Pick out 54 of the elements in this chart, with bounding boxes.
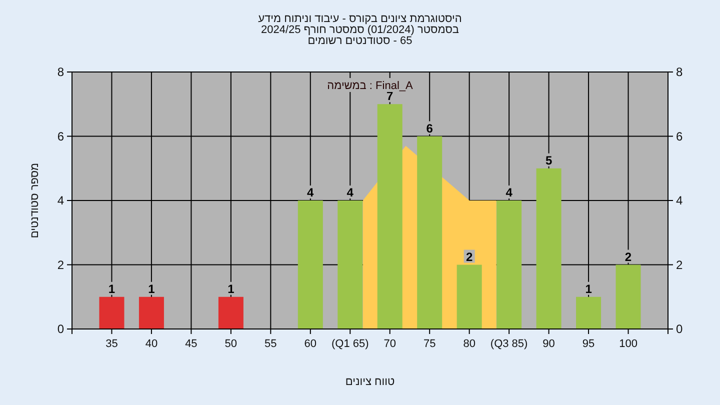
data-label: 2 xyxy=(466,250,473,264)
x-tick-label: 45 xyxy=(185,338,198,350)
data-label: 2 xyxy=(624,250,632,264)
y-tick-label: 8 xyxy=(57,65,64,79)
annotation: במשימה : Final_A xyxy=(327,80,414,92)
x-tick-label: 40 xyxy=(145,338,158,350)
bar xyxy=(298,200,323,329)
data-label: 1 xyxy=(108,282,116,296)
x-tick-label: 100 xyxy=(619,338,638,350)
y2-tick-label: 6 xyxy=(676,129,683,144)
data-label: 1 xyxy=(585,282,592,296)
x-tick-label: (Q1 65) xyxy=(331,338,369,350)
y2-tick-label: 2 xyxy=(676,258,683,272)
text: 65 - סטודנטים רשומים xyxy=(308,35,412,47)
data-label: 4 xyxy=(506,186,513,200)
x-tick-label: 95 xyxy=(582,338,595,350)
bar xyxy=(218,296,244,329)
bar xyxy=(496,200,522,329)
bar xyxy=(338,200,363,329)
bar xyxy=(417,136,442,329)
data-label: 4 xyxy=(307,186,314,200)
y-axis-title: מספר סטודנטים xyxy=(29,162,41,238)
x-tick-label: 50 xyxy=(224,338,238,350)
y2-tick-label: 4 xyxy=(676,194,683,208)
y-tick-label: 0 xyxy=(57,322,64,336)
x-tick-label: 90 xyxy=(542,338,555,350)
y-tick-label: 2 xyxy=(57,258,64,272)
bar xyxy=(536,168,562,329)
bar xyxy=(99,296,124,329)
data-label: 1 xyxy=(228,282,235,296)
data-label: 1 xyxy=(148,282,156,296)
x-axis-title: טווח ציונים xyxy=(345,376,395,388)
text: בסמסטר (01/2024) סמסטר חורף 2024/25 xyxy=(260,24,460,36)
data-label: 6 xyxy=(426,121,434,136)
x-tick-label: 75 xyxy=(423,338,436,350)
y-tick-label: 6 xyxy=(57,129,64,144)
bar xyxy=(138,296,164,329)
bar xyxy=(576,296,602,329)
y2-tick-label: 8 xyxy=(676,65,683,79)
x-tick-label: 70 xyxy=(384,338,396,350)
data-label: 4 xyxy=(346,186,354,200)
bar xyxy=(616,264,641,329)
bar xyxy=(377,104,402,329)
x-tick-label: (Q3 85) xyxy=(490,338,528,350)
y2-tick-label: 0 xyxy=(676,322,683,336)
bar xyxy=(456,264,482,329)
x-tick-label: 80 xyxy=(463,338,476,350)
x-tick-label: 55 xyxy=(264,338,277,350)
x-tick-label: 60 xyxy=(304,338,317,350)
chart-title: היסטוגרמת ציונים בקורס - עיבוד וניתוח מידע xyxy=(258,13,462,25)
data-label: 5 xyxy=(545,153,552,168)
y-tick-label: 4 xyxy=(57,194,64,208)
x-tick-label: 35 xyxy=(106,338,118,350)
data-label: 7 xyxy=(386,89,394,104)
